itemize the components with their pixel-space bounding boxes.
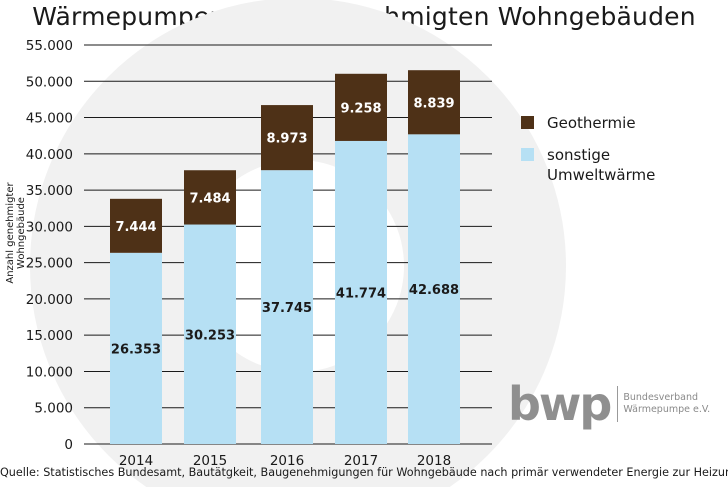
x-tick-label: 2017 bbox=[344, 453, 378, 469]
bar-geothermie bbox=[261, 105, 313, 171]
x-tick-label: 2015 bbox=[193, 453, 227, 469]
y-tick-label: 5.000 bbox=[34, 401, 73, 417]
bar-umweltwaerme bbox=[408, 134, 460, 444]
legend-item-geothermie: Geothermie bbox=[521, 113, 655, 133]
y-tick-label: 35.000 bbox=[26, 183, 73, 199]
bar-data-label: 42.688 bbox=[409, 283, 459, 298]
bar-umweltwaerme bbox=[184, 224, 236, 444]
y-tick-label: 55.000 bbox=[26, 38, 73, 54]
y-tick-label: 20.000 bbox=[26, 292, 73, 308]
bar-data-label: 41.774 bbox=[336, 286, 386, 301]
x-axis-tick-labels: 2014 2015 2016 2017 2018 bbox=[119, 453, 451, 469]
logo-mark: bwp bbox=[508, 377, 612, 431]
bar-geothermie bbox=[408, 70, 460, 135]
y-axis-tick-labels: 0 5.000 10.000 15.000 20.000 25.000 30.000 35.0… bbox=[26, 38, 73, 453]
bar-series: 26.353 7.444 30.253 7.484 37.745 8.973 41.774 9… bbox=[110, 70, 460, 445]
x-tick-label: 2016 bbox=[270, 453, 304, 469]
legend: Geothermie sonstige Umweltwärme bbox=[521, 113, 655, 197]
bar-data-label: 7.484 bbox=[189, 191, 230, 206]
y-tick-label: 0 bbox=[64, 437, 73, 453]
source-note: Quelle: Statistisches Bundesamt, Bautätg… bbox=[0, 466, 728, 479]
y-tick-label: 15.000 bbox=[26, 328, 73, 344]
legend-label: Geothermie bbox=[547, 114, 636, 132]
bar-data-label: 8.973 bbox=[266, 132, 307, 147]
legend-swatch-geothermie bbox=[521, 116, 534, 129]
bar-geothermie bbox=[110, 198, 162, 253]
y-tick-label: 45.000 bbox=[26, 111, 73, 127]
y-tick-label: 25.000 bbox=[26, 256, 73, 272]
bar-data-label: 7.444 bbox=[115, 220, 156, 235]
bar-geothermie bbox=[184, 170, 236, 225]
legend-swatch-umweltwaerme bbox=[521, 148, 534, 161]
logo-divider bbox=[617, 386, 619, 422]
y-axis-label: Anzahl genehmigter Wohngebäude bbox=[5, 182, 27, 284]
bar-data-label: 9.258 bbox=[340, 101, 381, 116]
bar-geothermie bbox=[335, 73, 387, 141]
bar-umweltwaerme bbox=[261, 170, 313, 444]
y-tick-label: 50.000 bbox=[26, 74, 73, 90]
legend-label: sonstige Umweltwärme bbox=[547, 146, 656, 184]
legend-item-umweltwaerme: sonstige Umweltwärme bbox=[521, 145, 655, 185]
bar-umweltwaerme bbox=[335, 140, 387, 445]
x-tick-label: 2014 bbox=[119, 453, 153, 469]
bwp-logo: bwp Bundesverband Wärmepumpe e.V. bbox=[508, 377, 711, 431]
y-tick-label: 10.000 bbox=[26, 364, 73, 380]
y-tick-label: 40.000 bbox=[26, 147, 73, 163]
y-tick-label: 30.000 bbox=[26, 219, 73, 235]
bar-data-label: 26.353 bbox=[111, 342, 161, 357]
bar-data-label: 37.745 bbox=[262, 301, 312, 316]
bar-umweltwaerme bbox=[110, 252, 162, 444]
bar-data-label: 8.839 bbox=[413, 96, 454, 111]
logo-text: Bundesverband Wärmepumpe e.V. bbox=[623, 392, 711, 415]
x-tick-label: 2018 bbox=[417, 453, 451, 469]
bar-data-label: 30.253 bbox=[185, 328, 235, 343]
